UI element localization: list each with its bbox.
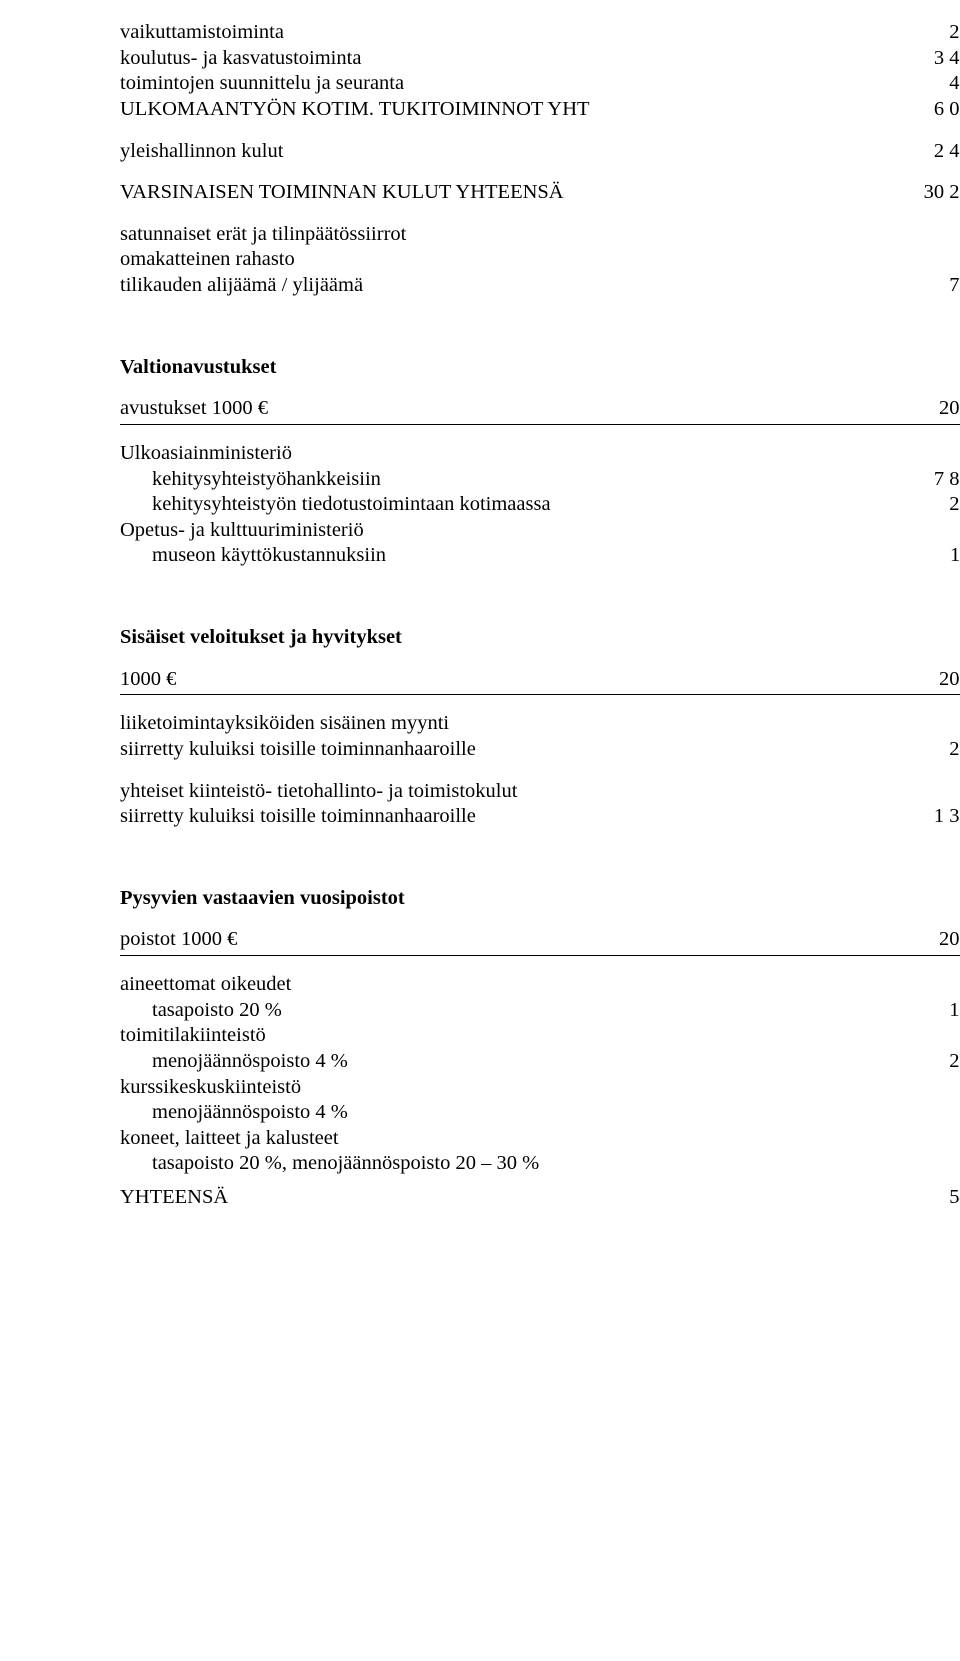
table-row: VARSINAISEN TOIMINNAN KULUT YHTEENSÄ 30 …	[120, 180, 960, 206]
row-col-a: 1 314	[880, 804, 960, 830]
row-label: tilikauden alijäämä / ylijäämä	[120, 273, 880, 299]
group-lead: kurssikeskuskiinteistö	[120, 1075, 960, 1101]
row-col-a: 61	[880, 222, 960, 248]
row-col-a: 79	[880, 1151, 960, 1177]
table-row: siirretty kuluiksi toisille toiminnanhaa…	[120, 737, 960, 763]
table-row: satunnaiset erät ja tilinpäätössiirrot 6…	[120, 222, 960, 248]
table-row: tilikauden alijäämä / ylijäämä 710 1 507	[120, 273, 960, 299]
table-row: siirretty kuluiksi toisille toiminnanhaa…	[120, 804, 960, 830]
row-label: satunnaiset erät ja tilinpäätössiirrot	[120, 222, 880, 248]
row-col-a: 3 401	[880, 46, 960, 72]
row-col-a: 247	[880, 737, 960, 763]
header-label: 1000 €	[120, 667, 880, 693]
row-label: menojäännöspoisto 4 %	[120, 1049, 880, 1075]
section-title-valtionavustukset: Valtionavustukset	[120, 355, 960, 381]
row-col-a: 6 000	[880, 97, 960, 123]
group-lead: liiketoimintayksiköiden sisäinen myynti	[120, 711, 960, 737]
group-lead: Ulkoasiainministeriö	[120, 441, 960, 467]
row-col-a: 540	[880, 1185, 960, 1211]
table-row: menojäännöspoisto 4 % 73 70	[120, 1100, 960, 1126]
row-label: toimintojen suunnittelu ja seuranta	[120, 71, 880, 97]
row-col-a: 7 881	[880, 467, 960, 493]
table-row: kehitysyhteistyöhankkeisiin 7 881 7 781	[120, 467, 960, 493]
row-label: siirretty kuluiksi toisille toiminnanhaa…	[120, 737, 880, 763]
table-row: tasapoisto 20 % 181 279	[120, 998, 960, 1024]
row-label: kehitysyhteistyöhankkeisiin	[120, 467, 880, 493]
table-row: kehitysyhteistyön tiedotustoimintaan kot…	[120, 492, 960, 518]
group-lead: aineettomat oikeudet	[120, 972, 960, 998]
row-label: VARSINAISEN TOIMINNAN KULUT YHTEENSÄ	[120, 180, 880, 206]
table-row: toimintojen suunnittelu ja seuranta 471 …	[120, 71, 960, 97]
table-row: omakatteinen rahasto 18 - 5	[120, 247, 960, 273]
row-col-a: 181	[880, 998, 960, 1024]
row-col-a: 207	[880, 1049, 960, 1075]
row-col-a: 220	[880, 20, 960, 46]
row-label: ULKOMAANTYÖN KOTIM. TUKITOIMINNOT YHT	[120, 97, 880, 123]
table-row: koulutus- ja kasvatustoiminta 3 401 2 95…	[120, 46, 960, 72]
row-label: omakatteinen rahasto	[120, 247, 880, 273]
group-lead: yhteiset kiinteistö- tietohallinto- ja t…	[120, 779, 960, 805]
row-label: YHTEENSÄ	[120, 1185, 880, 1211]
row-col-a: 471	[880, 71, 960, 97]
table-header: 1000 € 2013 2012	[120, 667, 960, 696]
row-label: tasapoisto 20 %, menojäännöspoisto 20 – …	[120, 1151, 880, 1177]
row-col-a: 267	[880, 492, 960, 518]
row-label: yleishallinnon kulut	[120, 139, 880, 165]
table-row: ULKOMAANTYÖN KOTIM. TUKITOIMINNOT YHT 6 …	[120, 97, 960, 123]
section-title-sisaiset: Sisäiset veloitukset ja hyvitykset	[120, 625, 960, 651]
section-title-pysyvien: Pysyvien vastaavien vuosipoistot	[120, 886, 960, 912]
row-label: tasapoisto 20 %	[120, 998, 880, 1024]
table-row: vaikuttamistoiminta 220 197	[120, 20, 960, 46]
row-label: kehitysyhteistyön tiedotustoimintaan kot…	[120, 492, 880, 518]
group-lead: toimitilakiinteistö	[120, 1023, 960, 1049]
table-row: tasapoisto 20 %, menojäännöspoisto 20 – …	[120, 1151, 960, 1177]
row-col-a: 2 419	[880, 139, 960, 165]
header-label: poistot 1000 €	[120, 927, 880, 953]
row-label: koulutus- ja kasvatustoiminta	[120, 46, 880, 72]
group-lead: koneet, laitteet ja kalusteet	[120, 1126, 960, 1152]
row-label: siirretty kuluiksi toisille toiminnanhaa…	[120, 804, 880, 830]
table-total-row: YHTEENSÄ 540 615	[120, 1185, 960, 1211]
table-row: yleishallinnon kulut 2 419 2 421	[120, 139, 960, 165]
group-lead: Opetus- ja kulttuuriministeriö	[120, 518, 960, 544]
row-col-a: 30 264	[880, 180, 960, 206]
row-label: menojäännöspoisto 4 %	[120, 1100, 880, 1126]
header-col-a: 2013	[880, 927, 960, 953]
table-row: menojäännöspoisto 4 % 207 166	[120, 1049, 960, 1075]
row-col-a: 710	[880, 273, 960, 299]
row-label: vaikuttamistoiminta	[120, 20, 880, 46]
header-col-a: 2013	[880, 396, 960, 422]
table-row: museon käyttökustannuksiin 116 122	[120, 543, 960, 569]
table-header: poistot 1000 € 2013 2012	[120, 927, 960, 956]
row-col-a: 18	[880, 247, 960, 273]
header-label: avustukset 1000 €	[120, 396, 880, 422]
table-header: avustukset 1000 € 2013 2012	[120, 396, 960, 425]
row-label: museon käyttökustannuksiin	[120, 543, 880, 569]
row-col-a: 73	[880, 1100, 960, 1126]
row-col-a: 116	[880, 543, 960, 569]
header-col-a: 2013	[880, 667, 960, 693]
